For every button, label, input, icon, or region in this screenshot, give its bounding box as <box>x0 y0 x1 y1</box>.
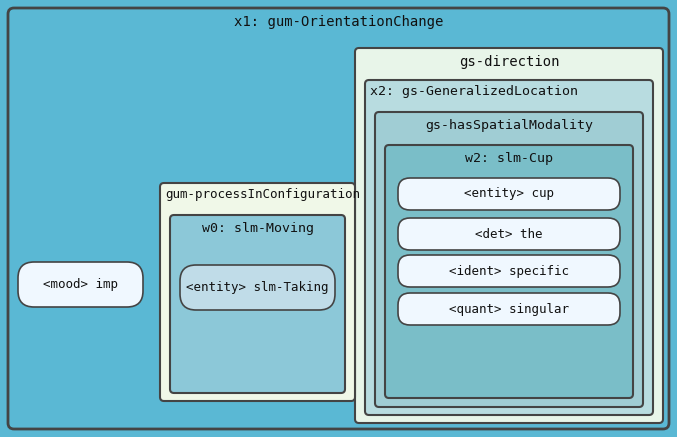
FancyBboxPatch shape <box>375 112 643 407</box>
Text: gs-direction: gs-direction <box>459 55 559 69</box>
Text: gs-hasSpatialModality: gs-hasSpatialModality <box>425 119 593 132</box>
Text: w2: slm-Cup: w2: slm-Cup <box>465 152 553 165</box>
FancyBboxPatch shape <box>8 8 669 429</box>
FancyBboxPatch shape <box>160 183 355 401</box>
FancyBboxPatch shape <box>365 80 653 415</box>
FancyBboxPatch shape <box>355 48 663 423</box>
FancyBboxPatch shape <box>398 293 620 325</box>
Text: <det> the: <det> the <box>475 228 543 240</box>
FancyBboxPatch shape <box>398 218 620 250</box>
Text: <ident> specific: <ident> specific <box>449 264 569 277</box>
FancyBboxPatch shape <box>170 215 345 393</box>
FancyBboxPatch shape <box>180 265 335 310</box>
FancyBboxPatch shape <box>18 262 143 307</box>
FancyBboxPatch shape <box>398 178 620 210</box>
Text: <entity> cup: <entity> cup <box>464 187 554 201</box>
Text: x1: gum-OrientationChange: x1: gum-OrientationChange <box>234 15 443 29</box>
Text: <mood> imp: <mood> imp <box>43 278 118 291</box>
Text: <quant> singular: <quant> singular <box>449 302 569 316</box>
Text: <entity> slm-Taking: <entity> slm-Taking <box>186 281 329 294</box>
FancyBboxPatch shape <box>398 255 620 287</box>
Text: x2: gs-GeneralizedLocation: x2: gs-GeneralizedLocation <box>370 85 578 98</box>
FancyBboxPatch shape <box>385 145 633 398</box>
Text: w0: slm-Moving: w0: slm-Moving <box>202 222 313 235</box>
Text: gum-processInConfiguration: gum-processInConfiguration <box>165 188 360 201</box>
